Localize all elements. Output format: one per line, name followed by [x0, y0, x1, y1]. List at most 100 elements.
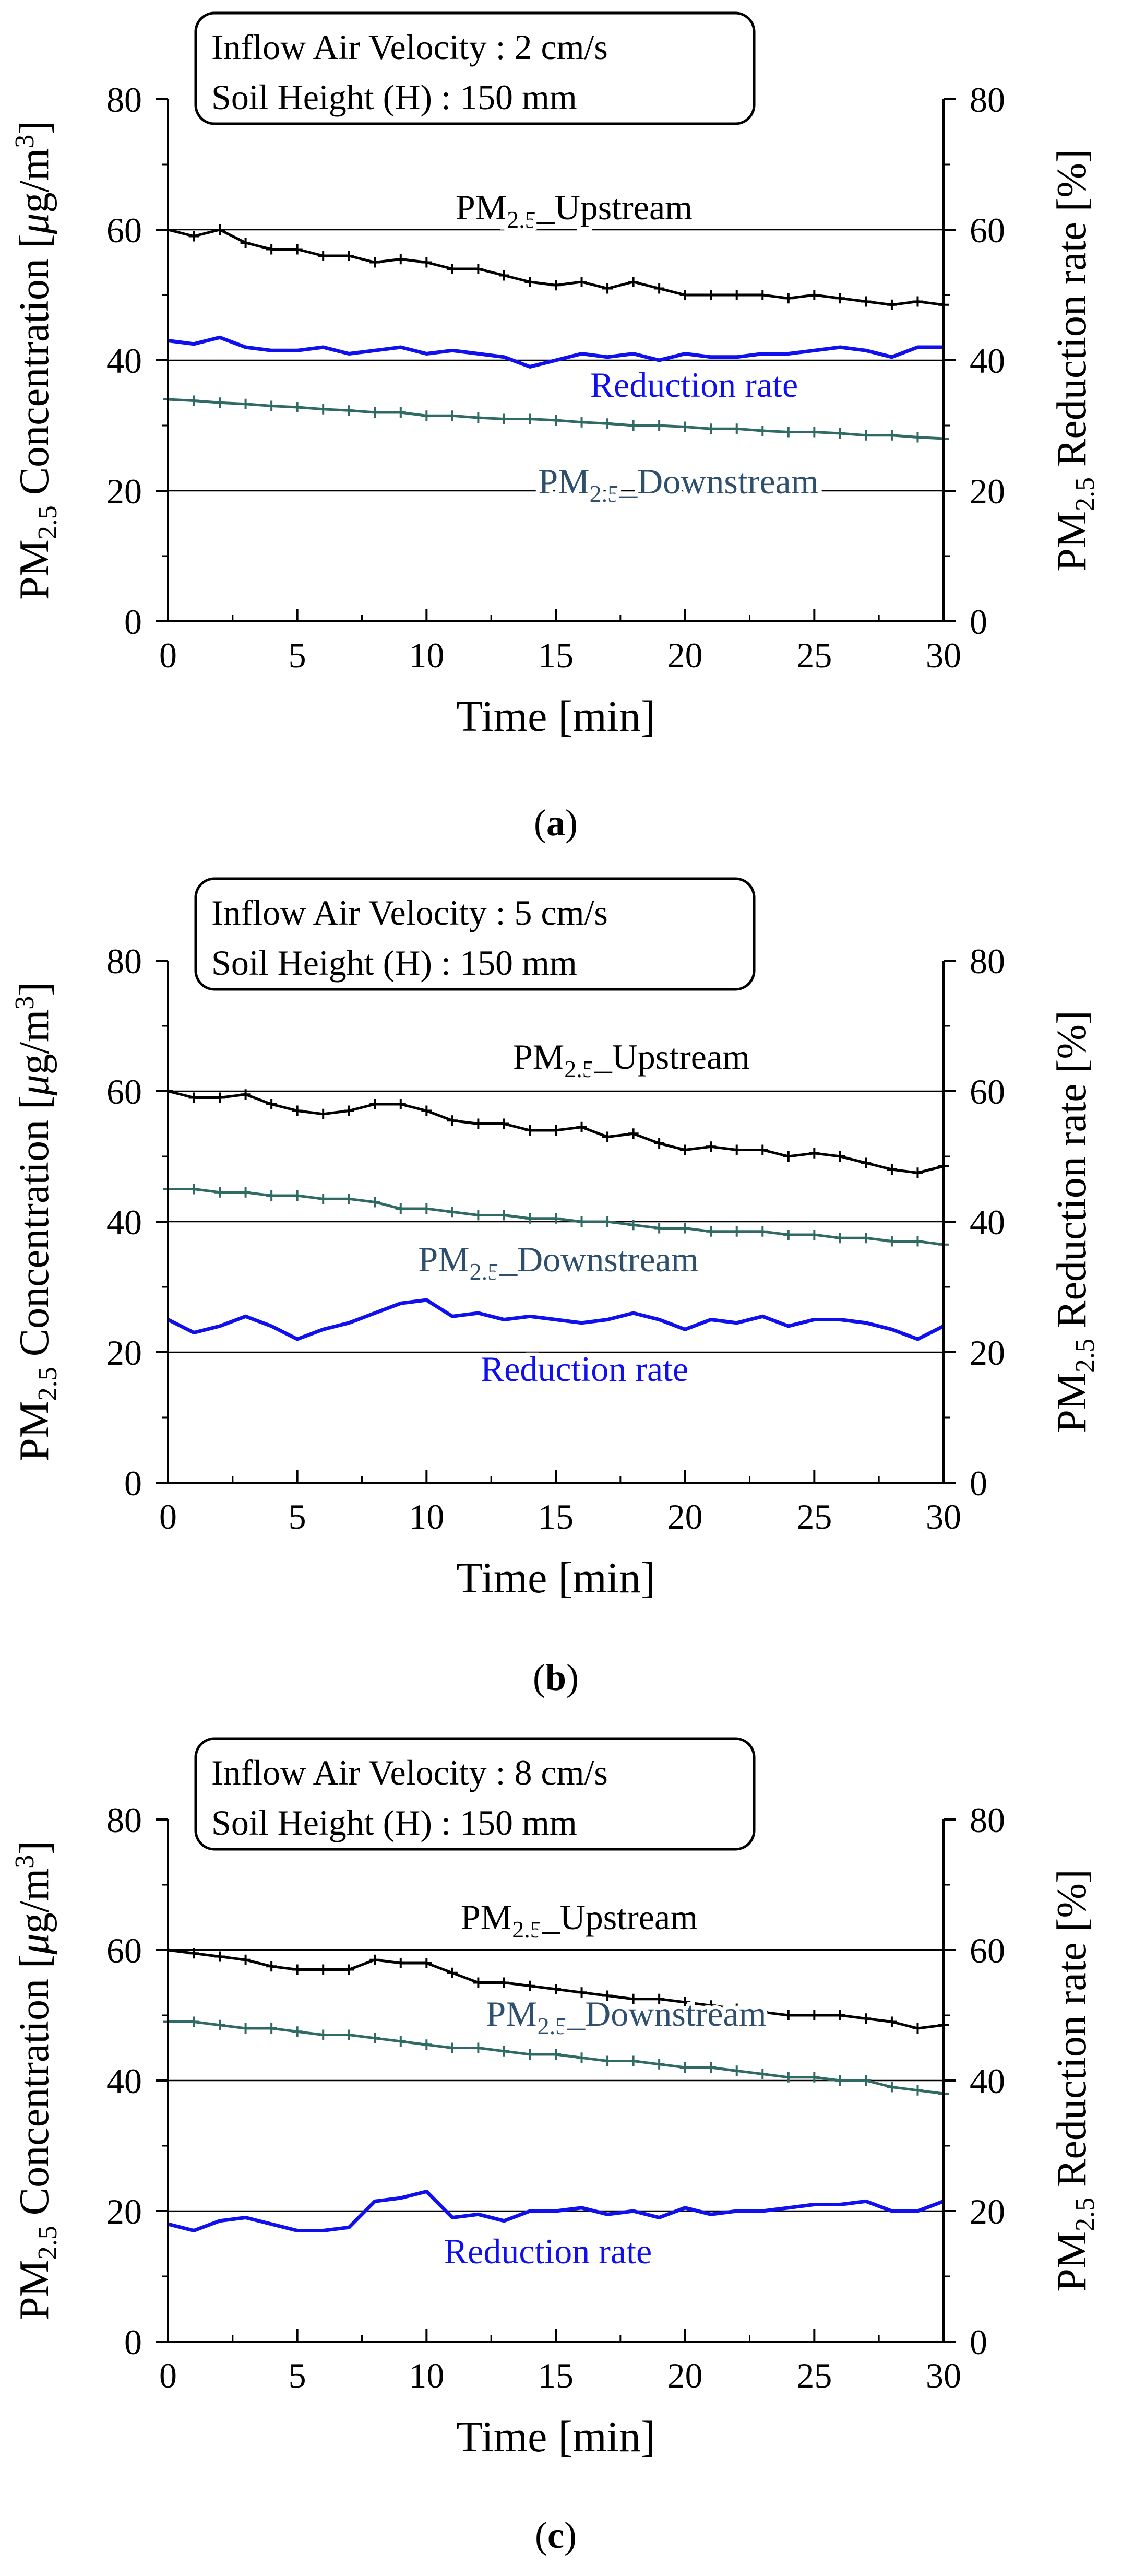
data-point-downstream: [654, 1223, 665, 1234]
y-tick-label-right: 40: [970, 2061, 1005, 2101]
x-tick-label: 25: [796, 635, 832, 675]
x-tick-label: 0: [159, 1497, 177, 1537]
data-point-downstream: [214, 2019, 225, 2030]
y-axis-label-right: PM2.5 Reduction rate [%]: [1049, 149, 1100, 571]
data-point-downstream: [783, 1230, 794, 1240]
data-point-downstream: [343, 2029, 354, 2040]
data-point-downstream: [757, 1226, 768, 1237]
data-point-downstream: [861, 2075, 872, 2086]
data-point-downstream: [498, 413, 509, 424]
info-box-line: Soil Height (H) : 150 mm: [211, 1803, 577, 1842]
y-tick-label-right: 80: [970, 80, 1005, 120]
series-line-upstream: [168, 228, 944, 306]
data-point-upstream: [912, 296, 923, 307]
data-point-upstream: [886, 299, 897, 310]
y-tick-label-left: 0: [124, 1463, 142, 1503]
data-point-upstream: [266, 244, 277, 255]
data-point-upstream: [757, 290, 768, 300]
panel-label: (c): [535, 2514, 577, 2556]
x-tick-label: 20: [667, 1497, 703, 1537]
data-point-upstream: [602, 283, 613, 294]
data-point-upstream: [809, 2010, 820, 2020]
data-point-downstream: [214, 1187, 225, 1198]
data-point-downstream: [861, 1233, 872, 1244]
data-point-upstream: [576, 277, 587, 287]
data-point-downstream: [421, 410, 432, 421]
data-point-upstream: [524, 277, 535, 287]
data-point-upstream: [343, 1964, 354, 1975]
info-box: [194, 877, 756, 991]
x-tick-label: 15: [538, 635, 574, 675]
series-line-reduction: [168, 335, 944, 369]
data-point-downstream: [524, 2049, 535, 2060]
data-point-upstream: [421, 1958, 432, 1968]
data-point-upstream: [214, 1951, 225, 1962]
data-point-upstream: [188, 1948, 199, 1959]
data-point-upstream: [654, 1138, 665, 1149]
data-point-downstream: [214, 397, 225, 408]
data-point-upstream: [343, 1105, 354, 1116]
data-point-downstream: [654, 2059, 665, 2070]
y-tick-label-left: 60: [106, 1931, 142, 1970]
data-point-downstream: [292, 1190, 303, 1201]
info-box-line: Soil Height (H) : 150 mm: [211, 943, 577, 983]
x-tick-label: 30: [926, 2356, 961, 2395]
info-box: [194, 1737, 756, 1851]
data-point-downstream: [912, 1236, 923, 1247]
data-point-downstream: [783, 427, 794, 438]
data-point-upstream: [240, 1954, 251, 1965]
data-point-downstream: [757, 2069, 768, 2079]
info-box-line: Inflow Air Velocity : 5 cm/s: [211, 893, 608, 932]
data-point-downstream: [266, 1190, 277, 1201]
data-point-upstream: [783, 293, 794, 304]
data-point-upstream: [318, 1108, 329, 1119]
data-point-upstream: [292, 244, 303, 255]
data-point-downstream: [809, 427, 820, 438]
data-point-downstream: [912, 2085, 923, 2096]
x-tick-label: 10: [409, 635, 444, 675]
data-point-upstream: [551, 1984, 561, 1994]
data-point-upstream: [706, 1141, 717, 1152]
y-tick-label-left: 40: [106, 2061, 142, 2101]
data-point-downstream: [628, 1220, 639, 1231]
data-point-upstream: [266, 1099, 277, 1109]
x-tick-label: 5: [289, 2356, 306, 2395]
y-tick-label-right: 60: [970, 210, 1005, 250]
y-tick-label-left: 80: [106, 1800, 142, 1840]
y-tick-label-right: 0: [970, 2322, 987, 2362]
data-point-downstream: [886, 1236, 897, 1247]
y-axis-label-left: PM2.5 Concentration [μg/m3]: [10, 121, 63, 600]
data-point-upstream: [783, 2010, 794, 2020]
x-tick-label: 15: [538, 2356, 574, 2395]
data-point-downstream: [369, 1197, 380, 1208]
data-point-downstream: [783, 2072, 794, 2083]
data-point-downstream: [343, 1194, 354, 1204]
x-tick-label: 25: [796, 2356, 832, 2395]
data-point-upstream: [188, 1092, 199, 1103]
data-point-downstream: [447, 1207, 458, 1218]
data-point-upstream: [912, 2023, 923, 2034]
data-point-downstream: [912, 432, 923, 443]
data-point-downstream: [679, 1223, 690, 1234]
data-point-upstream: [731, 1144, 742, 1155]
data-point-upstream: [679, 1997, 690, 2007]
data-point-downstream: [809, 1230, 820, 1240]
data-point-upstream: [654, 1993, 665, 2004]
x-tick-label: 15: [538, 1497, 574, 1537]
data-point-upstream: [757, 2006, 768, 2017]
y-tick-label-right: 60: [970, 1072, 1005, 1112]
data-point-downstream: [706, 423, 717, 434]
data-point-upstream: [292, 1105, 303, 1116]
data-point-upstream: [498, 1118, 509, 1129]
data-point-downstream: [602, 2055, 613, 2066]
data-point-downstream: [524, 413, 535, 424]
data-point-downstream: [654, 420, 665, 431]
data-point-upstream: [498, 1977, 509, 1988]
y-tick-label-left: 20: [106, 1333, 142, 1373]
data-point-upstream: [473, 1977, 484, 1988]
data-point-upstream: [731, 290, 742, 300]
data-point-upstream: [654, 283, 665, 294]
data-point-upstream: [369, 257, 380, 268]
data-point-upstream: [343, 251, 354, 261]
data-point-downstream: [834, 2075, 845, 2086]
